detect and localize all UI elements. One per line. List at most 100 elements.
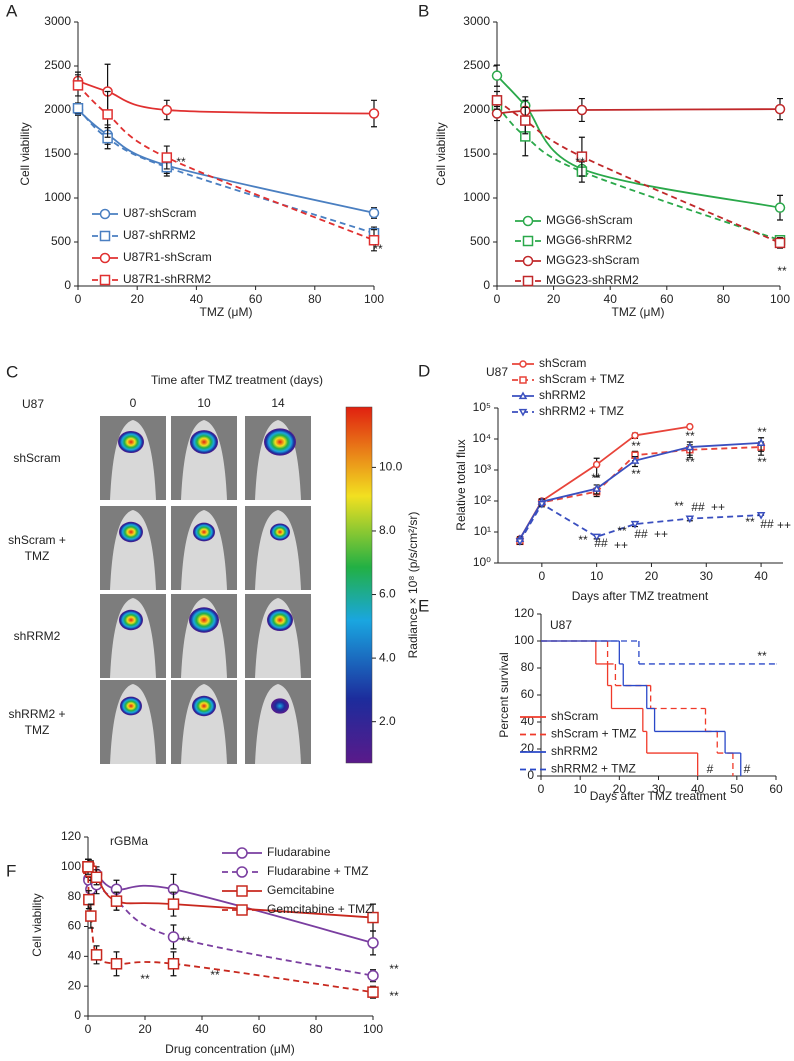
x-tick-label: 20 bbox=[645, 569, 659, 583]
y-tick-label: 20 bbox=[521, 741, 535, 755]
y-tick-label: 2500 bbox=[44, 58, 71, 72]
legend-label: MGG6-shRRM2 bbox=[546, 233, 632, 247]
row-label: shScram bbox=[13, 451, 61, 465]
x-tick-label: 0 bbox=[75, 292, 82, 306]
marker bbox=[367, 937, 379, 949]
colorbar-tick-label: 2.0 bbox=[379, 714, 396, 728]
marker bbox=[522, 215, 534, 227]
signal bbox=[119, 609, 143, 631]
legend-label: shRRM2 bbox=[551, 744, 598, 758]
y-tick-label: 0 bbox=[64, 278, 71, 292]
series-line bbox=[496, 108, 781, 115]
x-tick-label: 100 bbox=[363, 1022, 383, 1036]
signal bbox=[118, 430, 144, 454]
annotation: ** bbox=[210, 968, 220, 982]
signal bbox=[193, 522, 215, 542]
y-axis-title: Cell viability bbox=[30, 893, 44, 956]
cell-line: U87 bbox=[22, 397, 44, 411]
marker bbox=[236, 847, 248, 859]
series-line bbox=[496, 75, 781, 209]
y-tick-label: 0 bbox=[483, 278, 490, 292]
x-tick-label: 10 bbox=[573, 782, 587, 796]
y-tick-label: 1500 bbox=[44, 146, 71, 160]
marker bbox=[685, 515, 695, 524]
signal bbox=[270, 523, 290, 541]
marker bbox=[83, 893, 95, 906]
marker bbox=[522, 235, 534, 247]
marker bbox=[167, 931, 180, 943]
marker bbox=[774, 103, 786, 115]
legend-label: shRRM2 + TMZ bbox=[551, 762, 636, 776]
marker bbox=[774, 202, 786, 213]
marker bbox=[161, 104, 173, 116]
annotation: # bbox=[744, 762, 751, 776]
legend-label: U87-shRRM2 bbox=[123, 228, 196, 242]
marker bbox=[631, 431, 639, 440]
y-tick-label: 100 bbox=[514, 633, 534, 647]
y-tick-label: 1500 bbox=[463, 146, 490, 160]
annotation: ** bbox=[373, 242, 383, 256]
y-axis-title: Cell viability bbox=[434, 122, 448, 185]
marker bbox=[756, 511, 766, 520]
x-axis-title: Days after TMZ treatment bbox=[590, 789, 727, 803]
legend-label: U87R1-shScram bbox=[123, 250, 212, 264]
marker bbox=[82, 861, 94, 873]
y-tick-label: 500 bbox=[51, 234, 71, 248]
annotation: ** bbox=[591, 471, 601, 485]
x-tick-label: 20 bbox=[613, 782, 627, 796]
colorbar-title: Radiance × 10⁸ (p/s/cm²/sr) bbox=[406, 512, 420, 659]
y-tick-label: 2000 bbox=[44, 102, 71, 116]
annotation: ** bbox=[777, 264, 787, 278]
x-tick-label: 20 bbox=[131, 292, 145, 306]
marker bbox=[72, 80, 84, 91]
legend-label: MGG23-shRRM2 bbox=[546, 273, 639, 287]
x-tick-label: 60 bbox=[769, 782, 783, 796]
marker bbox=[90, 949, 103, 961]
series-line bbox=[77, 84, 375, 242]
x-tick-label: 50 bbox=[730, 782, 744, 796]
marker bbox=[686, 422, 694, 431]
marker bbox=[491, 108, 503, 119]
annotation: ** bbox=[575, 155, 585, 169]
annotation: ## bbox=[634, 527, 648, 541]
colorbar-tick-label: 6.0 bbox=[379, 587, 396, 601]
legend-label: MGG6-shScram bbox=[546, 213, 633, 227]
column-label: 14 bbox=[271, 396, 285, 410]
annotation: ** bbox=[631, 467, 641, 481]
marker bbox=[518, 408, 528, 417]
marker bbox=[367, 911, 379, 924]
panel-label: B bbox=[418, 1, 429, 20]
x-tick-label: 40 bbox=[691, 782, 705, 796]
y-tick-label: 3000 bbox=[44, 14, 71, 28]
marker bbox=[519, 360, 527, 368]
y-tick-label: 120 bbox=[61, 829, 81, 843]
chart-title: rGBMa bbox=[110, 834, 148, 848]
annotation: ## bbox=[691, 500, 705, 514]
panel-label: E bbox=[418, 596, 429, 615]
y-tick-label: 10² bbox=[474, 493, 491, 507]
panel-label: A bbox=[6, 1, 18, 20]
annotation: ## bbox=[760, 517, 774, 531]
y-axis-title: Relative total flux bbox=[454, 439, 468, 530]
annotation: ## bbox=[594, 536, 608, 550]
marker bbox=[167, 898, 180, 910]
marker bbox=[630, 456, 640, 464]
y-tick-label: 0 bbox=[74, 1008, 81, 1022]
y-tick-label: 80 bbox=[68, 889, 82, 903]
signal bbox=[189, 607, 219, 633]
x-tick-label: 40 bbox=[195, 1022, 209, 1036]
marker bbox=[518, 391, 528, 400]
y-tick-label: 1000 bbox=[463, 190, 490, 204]
x-tick-label: 100 bbox=[364, 292, 384, 306]
x-tick-label: 40 bbox=[604, 292, 618, 306]
y-tick-label: 80 bbox=[521, 660, 535, 674]
annotation: ** bbox=[745, 515, 755, 529]
series-line bbox=[519, 441, 762, 540]
legend-label: U87R1-shRRM2 bbox=[123, 272, 211, 286]
marker bbox=[367, 986, 379, 998]
x-axis-title: Days after TMZ treatment bbox=[572, 589, 709, 603]
annotation: # bbox=[707, 762, 714, 776]
marker bbox=[491, 95, 503, 106]
marker bbox=[774, 237, 786, 249]
panel-label: C bbox=[6, 362, 18, 381]
